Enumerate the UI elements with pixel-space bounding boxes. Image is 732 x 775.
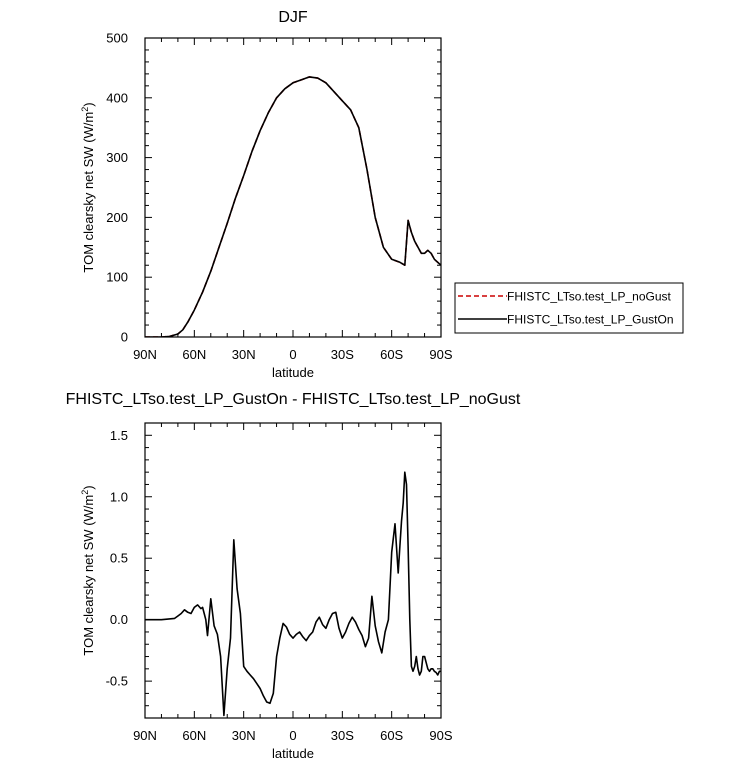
series-group (145, 76, 441, 337)
y-tick-label: -0.5 (106, 674, 128, 689)
chart-panel-1: DJF 90N 60N 30N 0 30S 60S 90S 0 100 200 300 400 500 la… (80, 9, 684, 380)
x-tick-label: 30S (331, 728, 354, 743)
x-tick-label: 60N (182, 728, 206, 743)
x-tick-label: 60S (380, 728, 403, 743)
series-line-1 (145, 76, 441, 337)
y-tick-label: 1.0 (110, 489, 128, 504)
y-axis-label: TOM clearsky net SW (W/m2) (80, 102, 96, 272)
y-tick-label: 1.5 (110, 428, 128, 443)
x-tick-label: 30N (232, 347, 256, 362)
y-axis-label-main: TOM clearsky net SW (W/m (81, 112, 96, 273)
x-tick-label: 30S (331, 347, 354, 362)
y-tick-label: 0.5 (110, 551, 128, 566)
series-line-2 (145, 76, 441, 337)
legend: FHISTC_LTso.test_LP_noGust FHISTC_LTso.te… (454, 282, 684, 334)
y-tick-label: 100 (106, 270, 128, 285)
plot-frame (144, 422, 442, 719)
series-group (145, 471, 441, 717)
x-tick-label: 0 (289, 347, 296, 362)
x-tick-label: 0 (289, 728, 296, 743)
y-tick-label: 0 (121, 330, 128, 345)
x-tick-label: 90S (429, 728, 452, 743)
y-axis-label: TOM clearsky net SW (W/m2) (80, 485, 96, 655)
y-tick-label: 300 (106, 150, 128, 165)
legend-label-2: FHISTC_LTso.test_LP_GustOn (507, 313, 674, 327)
x-tick-label: 60S (380, 347, 403, 362)
x-tick-label: 90N (133, 728, 157, 743)
x-tick-label: 30N (232, 728, 256, 743)
legend-label-1: FHISTC_LTso.test_LP_noGust (507, 290, 672, 304)
x-tick-label: 90S (429, 347, 452, 362)
x-axis-label: latitude (272, 365, 314, 380)
chart-panel-2: FHISTC_LTso.test_LP_GustOn - FHISTC_LTso… (66, 391, 521, 761)
y-axis-label-tail: ) (81, 102, 96, 106)
y-axis-label-sup: 2 (80, 490, 90, 495)
x-tick-label: 90N (133, 347, 157, 362)
y-axis-label-main: TOM clearsky net SW (W/m (81, 495, 96, 656)
legend-box (454, 282, 684, 334)
y-axis-label-tail: ) (81, 485, 96, 489)
y-tick-label: 200 (106, 210, 128, 225)
y-tick-label: 0.0 (110, 612, 128, 627)
x-tick-label: 60N (182, 347, 206, 362)
series-line-1 (145, 471, 441, 717)
y-tick-label: 400 (106, 90, 128, 105)
chart-title: DJF (278, 9, 308, 26)
x-axis-label: latitude (272, 746, 314, 761)
chart-title: FHISTC_LTso.test_LP_GustOn - FHISTC_LTso… (66, 391, 521, 408)
y-tick-label: 500 (106, 31, 128, 46)
y-axis-label-sup: 2 (80, 107, 90, 112)
